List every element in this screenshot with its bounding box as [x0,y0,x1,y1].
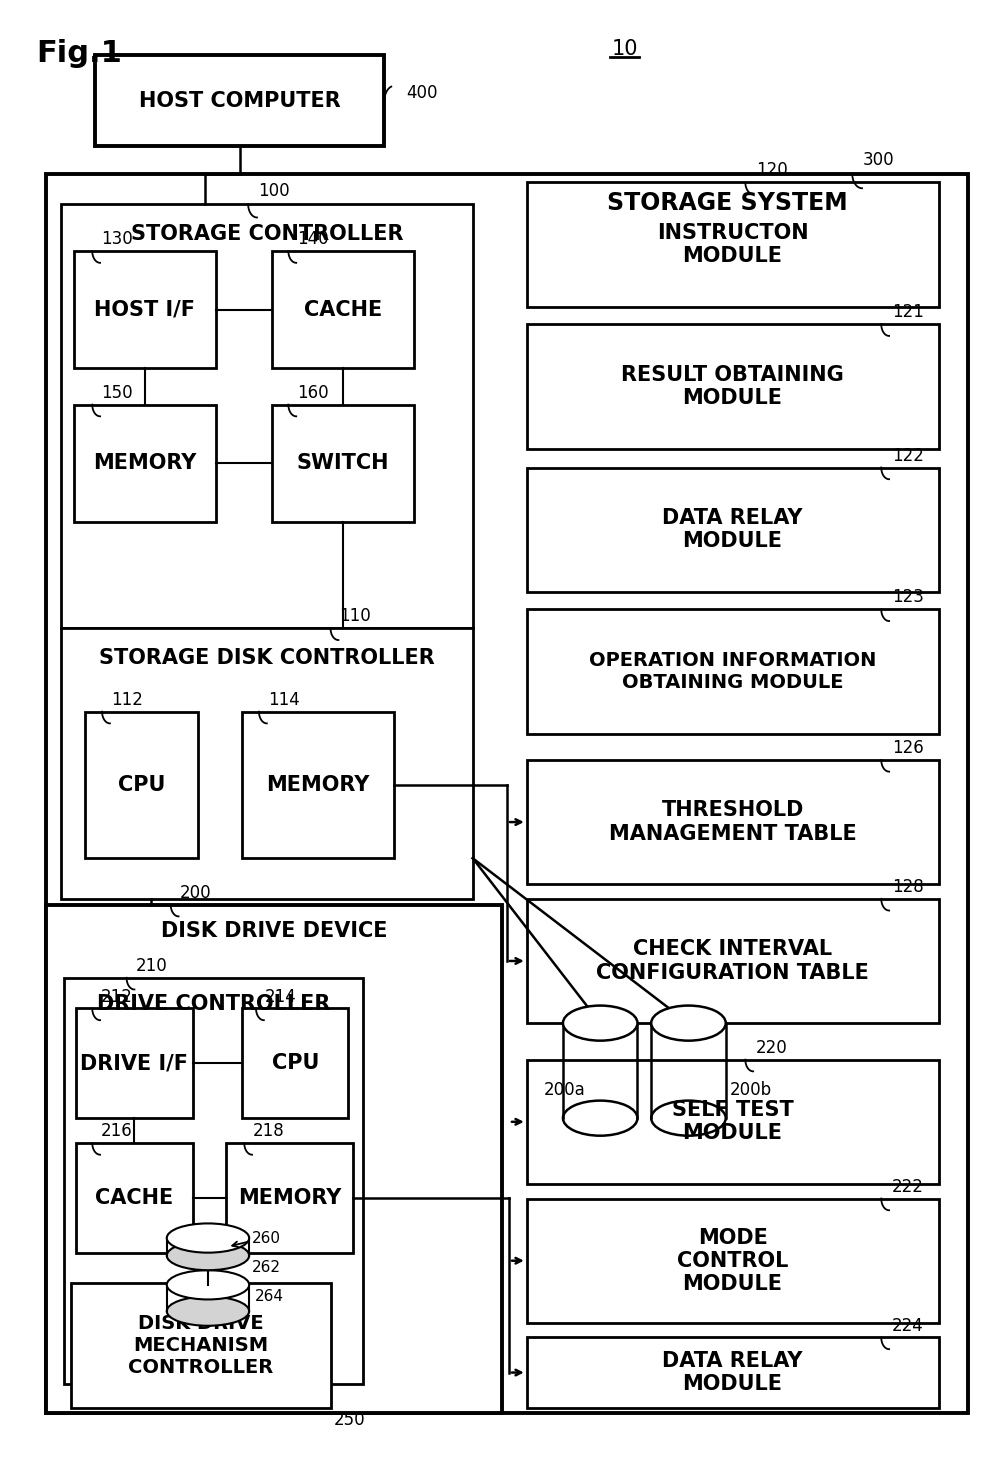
Ellipse shape [563,1101,637,1135]
Ellipse shape [563,1005,637,1041]
Text: Fig.1: Fig.1 [37,38,122,68]
Text: 212: 212 [101,987,133,1005]
Text: 140: 140 [297,230,329,248]
Text: 210: 210 [135,956,167,974]
Bar [226,1142,353,1253]
Bar [527,610,938,734]
Bar [76,1142,193,1253]
Text: DRIVE CONTROLLER: DRIVE CONTROLLER [96,995,330,1014]
Text: RESULT OBTAINING
MODULE: RESULT OBTAINING MODULE [621,365,844,407]
Text: 224: 224 [892,1317,923,1334]
Text: 10: 10 [611,38,638,59]
Bar [71,1283,330,1408]
Ellipse shape [167,1241,249,1271]
Text: 126: 126 [892,739,923,757]
Text: 114: 114 [267,691,299,708]
Text: DATA RELAY
MODULE: DATA RELAY MODULE [662,508,802,551]
Text: DISK DRIVE
MECHANISM
CONTROLLER: DISK DRIVE MECHANISM CONTROLLER [128,1314,273,1377]
Bar [243,1008,348,1119]
Text: 122: 122 [892,447,923,465]
Bar [527,468,938,592]
Text: MODE
CONTROL
MODULE: MODE CONTROL MODULE [677,1228,788,1294]
Bar [46,905,502,1414]
Text: MEMORY: MEMORY [93,453,196,474]
Text: 260: 260 [251,1231,281,1246]
Bar [95,55,385,146]
Text: 262: 262 [251,1261,281,1275]
Text: 112: 112 [111,691,143,708]
Text: 222: 222 [892,1178,923,1196]
Text: 264: 264 [254,1289,284,1303]
Bar [271,251,414,368]
Ellipse shape [167,1224,249,1253]
Bar [527,1060,938,1184]
Ellipse shape [167,1271,249,1299]
Text: CACHE: CACHE [95,1188,174,1207]
Bar [527,899,938,1023]
Text: SELF TEST
MODULE: SELF TEST MODULE [671,1100,793,1144]
Text: CHECK INTERVAL
CONFIGURATION TABLE: CHECK INTERVAL CONFIGURATION TABLE [595,939,869,983]
Text: 123: 123 [892,589,923,607]
Text: 128: 128 [892,878,923,896]
Text: 200: 200 [180,884,211,902]
Text: CPU: CPU [271,1054,319,1073]
Text: 121: 121 [892,303,923,322]
Text: 200a: 200a [544,1080,585,1098]
Ellipse shape [167,1296,249,1325]
Text: 300: 300 [863,151,895,170]
Bar [527,183,938,307]
Text: DRIVE I/F: DRIVE I/F [81,1054,188,1073]
Text: 214: 214 [264,987,296,1005]
Ellipse shape [651,1101,726,1135]
Text: 130: 130 [101,230,133,248]
Text: THRESHOLD
MANAGEMENT TABLE: THRESHOLD MANAGEMENT TABLE [608,800,856,844]
Text: CACHE: CACHE [303,300,382,320]
Text: DATA RELAY
MODULE: DATA RELAY MODULE [662,1351,802,1395]
Text: 218: 218 [252,1122,284,1139]
Text: DISK DRIVE DEVICE: DISK DRIVE DEVICE [161,921,388,942]
Bar [46,174,967,1414]
Bar [527,325,938,449]
Text: STORAGE DISK CONTROLLER: STORAGE DISK CONTROLLER [98,648,434,667]
Text: CPU: CPU [118,775,165,794]
Bar [271,404,414,521]
Text: 400: 400 [406,84,437,102]
Bar [243,711,394,858]
Text: 110: 110 [339,608,371,626]
Text: STORAGE CONTROLLER: STORAGE CONTROLLER [130,223,403,244]
Text: 150: 150 [101,384,132,401]
Bar [74,404,216,521]
Bar [74,251,216,368]
Bar [61,629,472,899]
Bar [527,1199,938,1322]
Text: 120: 120 [755,161,787,180]
Text: INSTRUCTON
MODULE: INSTRUCTON MODULE [656,223,808,266]
Text: 100: 100 [257,182,289,199]
Text: HOST I/F: HOST I/F [94,300,195,320]
Bar [61,204,472,629]
Text: 200b: 200b [730,1080,771,1098]
Bar [64,977,363,1384]
Text: MEMORY: MEMORY [266,775,370,794]
Text: SWITCH: SWITCH [296,453,389,474]
Text: HOST COMPUTER: HOST COMPUTER [139,90,341,111]
Text: 216: 216 [101,1122,133,1139]
Text: MEMORY: MEMORY [238,1188,341,1207]
Bar [76,1008,193,1119]
Text: 250: 250 [333,1411,365,1429]
Ellipse shape [651,1005,726,1041]
Bar [527,760,938,884]
Text: OPERATION INFORMATION
OBTAINING MODULE: OPERATION INFORMATION OBTAINING MODULE [588,651,876,692]
Bar [527,1337,938,1408]
Text: 160: 160 [297,384,329,401]
Text: STORAGE SYSTEM: STORAGE SYSTEM [607,190,848,215]
Bar [85,711,198,858]
Text: 220: 220 [755,1039,787,1057]
